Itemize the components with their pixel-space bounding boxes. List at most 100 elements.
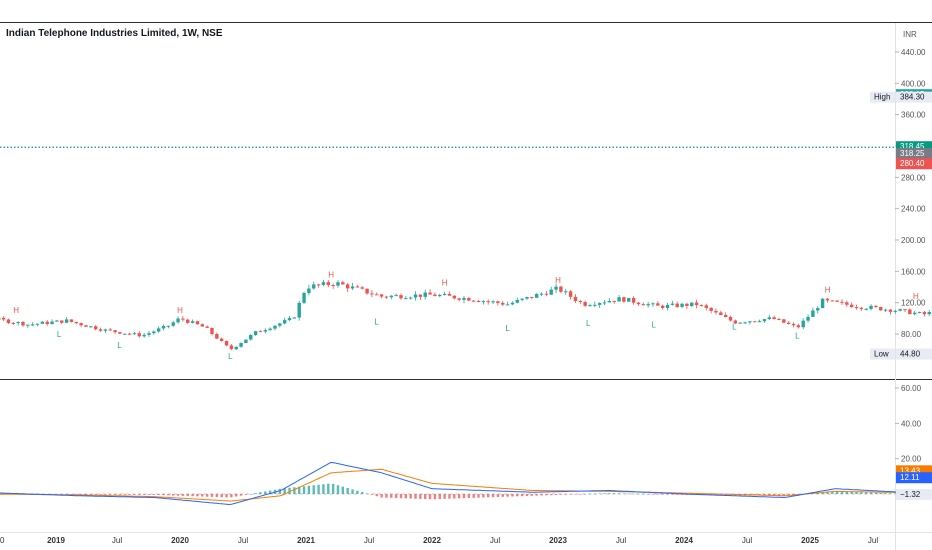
candle-body — [249, 335, 253, 340]
pivot-high-label: H — [825, 285, 831, 294]
macd-histogram-bar — [520, 494, 524, 497]
candle-body — [869, 305, 873, 309]
candle-body — [777, 319, 781, 321]
candle-body — [379, 294, 384, 297]
time-tick-label: 2019 — [47, 536, 65, 545]
macd-histogram-bar — [327, 483, 330, 494]
candle-body — [578, 301, 582, 303]
price-label-badge — [896, 148, 932, 160]
macd-histogram-bar — [530, 494, 534, 496]
candle-body — [835, 300, 839, 302]
candle-body — [108, 329, 112, 331]
candle-body — [457, 298, 461, 300]
macd-histogram-bar — [889, 493, 892, 494]
macd-histogram-bar — [467, 494, 471, 499]
candle-body — [680, 303, 684, 307]
candle-body — [1, 317, 6, 320]
candle-body — [549, 289, 553, 295]
pivot-low-label: L — [117, 341, 122, 350]
candle-body — [544, 293, 549, 295]
macd-histogram-bar — [855, 492, 858, 494]
candle-body — [345, 284, 350, 289]
macd-histogram-bar — [777, 494, 781, 496]
candle-body — [307, 288, 311, 293]
candle-body — [132, 333, 137, 335]
candle-body — [583, 302, 587, 306]
macd-histogram-bar — [438, 494, 441, 500]
macd-histogram-bar — [593, 493, 597, 495]
macd-histogram-bar — [157, 494, 160, 496]
macd-histogram-bar — [782, 494, 786, 496]
candle-body — [341, 282, 345, 285]
candle-body — [903, 309, 907, 311]
candle-body — [564, 291, 568, 293]
candle-body — [239, 343, 243, 347]
candle-body — [215, 333, 219, 339]
pivot-high-label: H — [13, 306, 19, 315]
macd-histogram-bar — [152, 494, 156, 495]
price-tick-label: 280.00 — [901, 173, 926, 182]
candle-body — [675, 303, 679, 307]
macd-histogram-bar — [646, 494, 650, 495]
macd-histogram-bar — [322, 484, 325, 494]
macd-histogram-bar — [230, 494, 233, 498]
price-tick-label: 400.00 — [901, 79, 926, 88]
candle-body — [423, 292, 427, 297]
macd-histogram-bar — [874, 492, 878, 494]
candle-body — [811, 310, 815, 317]
candle-body — [908, 309, 912, 315]
macd-histogram-bar — [671, 494, 674, 495]
candle-body — [282, 320, 287, 324]
macd-histogram-bar — [487, 494, 490, 498]
candle-body — [568, 291, 573, 297]
macd-histogram-bar — [244, 494, 248, 495]
macd-histogram-bar — [482, 494, 485, 498]
candle-body — [782, 319, 786, 323]
price-label-tag: High — [874, 93, 890, 102]
macd-histogram-bar — [128, 494, 131, 495]
time-tick-label: 2021 — [297, 536, 315, 545]
macd-histogram-bar — [462, 494, 466, 499]
candle-body — [35, 323, 40, 325]
candle-body — [694, 302, 699, 306]
macd-histogram-bar — [894, 493, 897, 495]
macd-histogram-bar — [821, 492, 824, 494]
macd-histogram-bar — [496, 494, 500, 497]
macd-histogram-bar — [356, 490, 359, 494]
candle-body — [612, 300, 616, 302]
candle-body — [879, 307, 883, 311]
macd-histogram-bar — [433, 494, 437, 500]
time-tick-label: 2022 — [423, 536, 441, 545]
macd-histogram-bar — [884, 493, 887, 494]
price-label-tag-bg — [870, 91, 895, 103]
candle-body — [433, 294, 437, 297]
candle-body — [408, 297, 413, 299]
candle-body — [137, 333, 141, 337]
candle-body — [791, 323, 796, 326]
macd-histogram-bar — [768, 494, 771, 496]
macd-histogram-bar — [288, 487, 291, 494]
candle-body — [321, 282, 326, 285]
macd-histogram-bar — [390, 494, 393, 498]
macd-histogram-bar — [525, 494, 529, 496]
macd-histogram-bar — [385, 494, 388, 498]
candle-body — [273, 325, 277, 329]
candle-body — [156, 328, 161, 332]
candle-body — [704, 305, 708, 308]
macd-histogram-bar — [307, 485, 311, 494]
candle-body — [830, 300, 834, 302]
pivot-low-label: L — [732, 322, 737, 331]
candle-body — [719, 312, 723, 316]
candle-body — [573, 296, 578, 302]
price-tick-label: 160.00 — [901, 267, 926, 276]
candle-body — [772, 317, 776, 320]
candle-body — [631, 297, 636, 303]
price-tick-label: 360.00 — [901, 111, 926, 120]
macd-histogram-bar — [511, 494, 514, 497]
macd-histogram-bar — [181, 494, 185, 496]
candle-body — [263, 330, 267, 332]
candle-body — [467, 297, 471, 301]
candle-body — [79, 323, 83, 326]
